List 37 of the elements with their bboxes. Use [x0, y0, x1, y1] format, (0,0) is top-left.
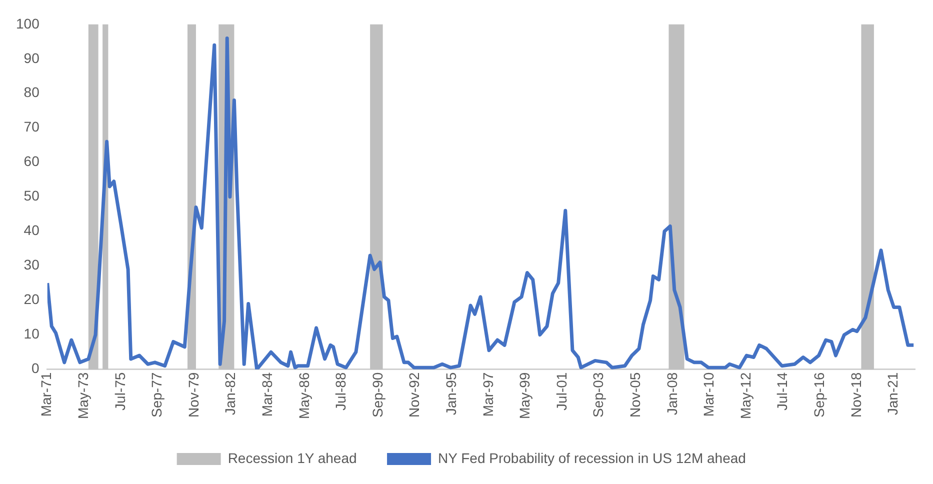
x-tick-label: Jan-08 [664, 372, 680, 416]
x-tick-label: Jan-82 [222, 372, 238, 416]
x-tick-label: Mar-97 [480, 372, 496, 417]
x-tick-label: Mar-10 [700, 372, 717, 417]
x-tick-label: Mar-84 [259, 372, 276, 417]
x-tick-label: May-99 [516, 372, 533, 420]
x-tick-label: Nov-92 [406, 372, 422, 418]
y-tick-label: 20 [24, 291, 40, 308]
y-tick-label: 60 [24, 153, 40, 170]
y-tick-label: 40 [24, 222, 40, 238]
y-tick-label: 50 [24, 188, 40, 204]
x-tick-label: May-86 [296, 372, 312, 420]
legend-label: Recession 1Y ahead [228, 450, 357, 466]
x-tick-label: Nov-05 [627, 372, 644, 418]
y-tick-label: 10 [24, 326, 40, 342]
y-tick-label: 70 [24, 118, 40, 135]
y-tick-label: 80 [24, 84, 40, 100]
x-tick-label: Nov-79 [185, 372, 202, 418]
x-tick-label: Sep-90 [369, 372, 386, 418]
x-tick-label: Jul-88 [332, 372, 349, 410]
x-tick-label: Jan-95 [443, 372, 460, 416]
x-tick-label: May-73 [75, 372, 92, 420]
legend-label: NY Fed Probability of recession in US 12M ahead [438, 450, 746, 466]
x-tick-label: Jan-21 [884, 372, 901, 416]
x-tick-label: May-12 [737, 372, 754, 420]
y-tick-label: 100 [16, 15, 40, 32]
x-tick-label: Nov-18 [848, 372, 864, 418]
y-tick-label: 30 [24, 256, 40, 273]
y-tick-label: 0 [32, 360, 40, 376]
x-tick-label: Jul-75 [112, 372, 128, 410]
x-tick-label: Sep-16 [811, 372, 828, 418]
x-tick-label: Jul-01 [553, 372, 570, 410]
x-tick-label: Sep-03 [590, 372, 606, 418]
x-tick-label: Jul-14 [774, 372, 790, 410]
x-tick-label: Mar-71 [38, 372, 54, 417]
x-tick-label: Sep-77 [148, 372, 165, 418]
y-tick-label: 90 [24, 50, 40, 66]
